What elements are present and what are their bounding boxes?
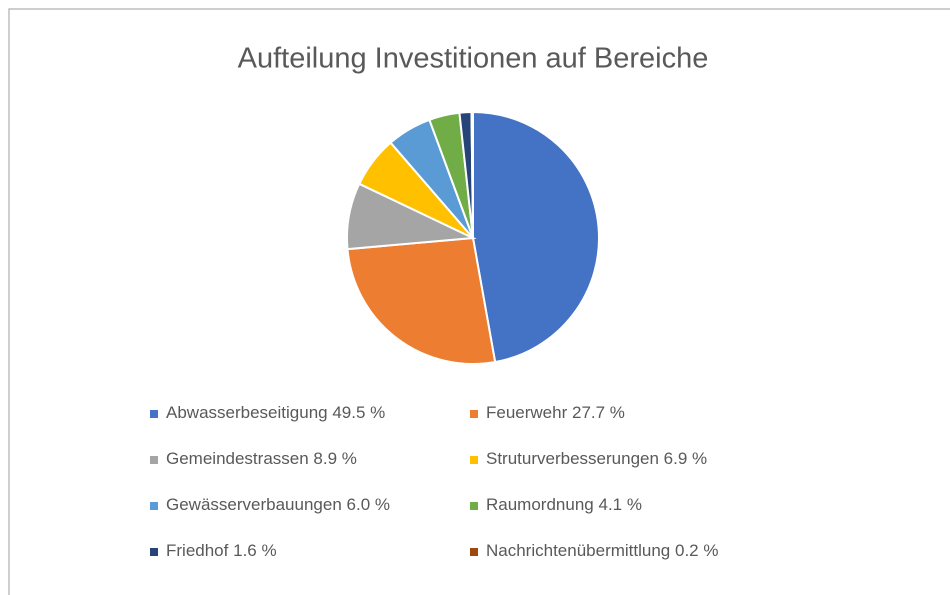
legend-label: Friedhof 1.6 %	[166, 541, 277, 560]
legend-swatch	[470, 456, 478, 464]
legend-category: Gemeindestrassen	[166, 449, 309, 468]
legend-swatch	[150, 410, 158, 418]
legend-value: 6.0 %	[347, 495, 390, 514]
legend-category: Gewässerverbauungen	[166, 495, 342, 514]
legend-label: Raumordnung 4.1 %	[486, 495, 642, 514]
legend-swatch	[470, 502, 478, 510]
legend-category: Feuerwehr	[486, 403, 568, 422]
legend-category: Friedhof	[166, 541, 229, 560]
legend-category: Struturverbesserungen	[486, 449, 659, 468]
legend-swatch	[150, 548, 158, 556]
legend-swatch	[470, 410, 478, 418]
legend-label: Struturverbesserungen 6.9 %	[486, 449, 707, 468]
legend-swatch	[150, 456, 158, 464]
legend-value: 6.9 %	[664, 449, 707, 468]
legend-label: Nachrichtenübermittlung 0.2 %	[486, 541, 718, 560]
legend-label: Gewässerverbauungen 6.0 %	[166, 495, 390, 514]
legend-swatch	[470, 548, 478, 556]
legend-label: Gemeindestrassen 8.9 %	[166, 449, 357, 468]
legend-swatch	[150, 502, 158, 510]
legend-value: 0.2 %	[675, 541, 718, 560]
legend-category: Abwasserbeseitigung	[166, 403, 328, 422]
pie-slice	[472, 110, 600, 364]
legend-category: Nachrichtenübermittlung	[486, 541, 670, 560]
legend-value: 27.7 %	[572, 403, 625, 422]
legend-value: 49.5 %	[332, 403, 385, 422]
legend-value: 4.1 %	[598, 495, 641, 514]
legend-label: Feuerwehr 27.7 %	[486, 403, 625, 422]
chart-title: Aufteilung Investitionen auf Bereiche	[238, 43, 709, 75]
pie-slice	[346, 236, 497, 365]
pie-slice	[470, 110, 474, 239]
legend-category: Raumordnung	[486, 495, 594, 514]
legend-value: 8.9 %	[313, 449, 356, 468]
legend-label: Abwasserbeseitigung 49.5 %	[166, 403, 385, 422]
legend-value: 1.6 %	[233, 541, 276, 560]
